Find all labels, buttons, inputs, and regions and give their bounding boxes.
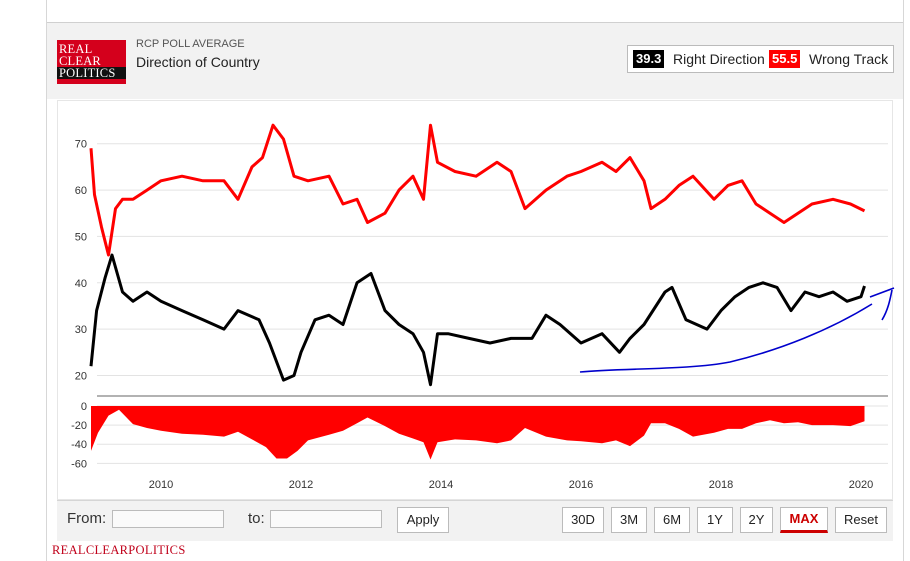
spread-tick-label: 0 (81, 401, 87, 413)
to-date-input[interactable] (270, 510, 382, 528)
y-tick-label: 30 (75, 324, 87, 336)
x-tick-label: 2016 (569, 479, 593, 491)
range-button-2y[interactable]: 2Y (740, 507, 773, 533)
legend-right-value: 39.3 (633, 50, 665, 68)
spread-area (91, 406, 865, 460)
chart-title: Direction of Country (136, 54, 260, 70)
range-button-1y[interactable]: 1Y (697, 507, 733, 533)
y-tick-label: 50 (75, 231, 87, 243)
x-tick-label: 2014 (429, 479, 453, 491)
logo-line-3: POLITICS (57, 67, 126, 79)
range-button-6m[interactable]: 6M (654, 507, 690, 533)
from-label: From: (67, 510, 107, 527)
range-button-3m[interactable]: 3M (611, 507, 647, 533)
from-date-input[interactable] (112, 510, 224, 528)
spread-tick-label: -20 (71, 420, 87, 432)
wrong-track-line (89, 123, 866, 257)
to-label: to: (248, 510, 265, 527)
chart-subtitle: RCP POLL AVERAGE (136, 38, 245, 50)
y-tick-label: 40 (75, 278, 87, 290)
x-tick-label: 2020 (849, 479, 873, 491)
x-tick-label: 2018 (709, 479, 733, 491)
range-button-30d[interactable]: 30D (562, 507, 604, 533)
annotation-stroke (579, 287, 895, 373)
x-tick-label: 2012 (289, 479, 313, 491)
y-tick-label: 60 (75, 185, 87, 197)
reset-button[interactable]: Reset (835, 507, 887, 533)
spread-tick-label: -40 (71, 439, 87, 451)
range-button-max[interactable]: MAX (780, 507, 828, 533)
legend-wrong-value: 55.5 (769, 50, 801, 68)
rcp-logo[interactable]: REAL CLEAR POLITICS (57, 40, 126, 84)
right-direction-line (89, 253, 866, 387)
legend-right-label: Right Direction (673, 51, 765, 67)
logo-line-1: REAL (59, 42, 93, 56)
spread-tick-label: -60 (71, 458, 87, 470)
legend: 39.3 Right Direction 55.5 Wrong Track (627, 45, 894, 73)
y-tick-label: 70 (75, 139, 87, 151)
apply-button[interactable]: Apply (397, 507, 449, 533)
logo-line-2: CLEAR (59, 54, 101, 68)
x-tick-label: 2010 (149, 479, 173, 491)
y-tick-label: 20 (75, 370, 87, 382)
legend-wrong-label: Wrong Track (809, 51, 889, 67)
footer-brand[interactable]: REALCLEARPOLITICS (52, 543, 186, 557)
